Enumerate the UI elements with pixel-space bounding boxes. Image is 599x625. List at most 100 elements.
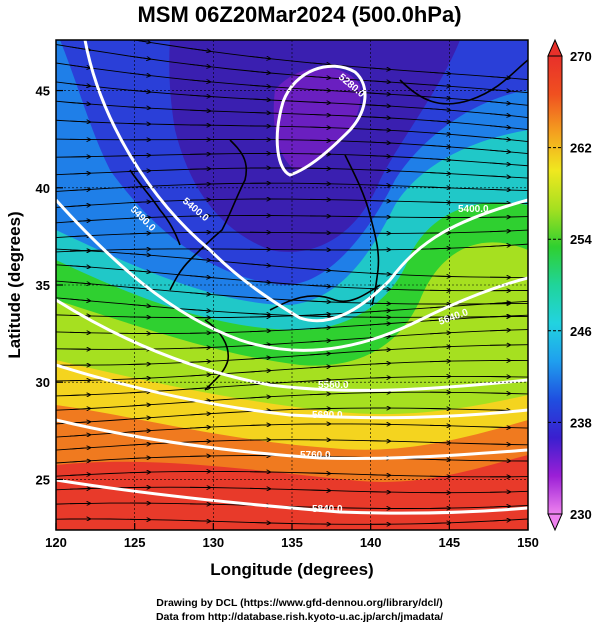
wind-arrow	[69, 250, 90, 251]
wind-arrow	[249, 99, 270, 100]
wind-arrow	[489, 176, 510, 177]
x-tick-label: 145	[438, 535, 460, 550]
wind-arrow	[429, 97, 450, 98]
wind-arrow	[489, 245, 510, 246]
wind-arrow	[189, 276, 210, 278]
wind-arrow	[129, 107, 150, 108]
wind-arrow	[429, 121, 450, 123]
wind-arrow	[249, 397, 270, 398]
wind-arrow	[429, 72, 450, 73]
wind-arrow	[189, 293, 210, 295]
contour-label: 5580.0	[318, 380, 349, 391]
contour-label: 5400.0	[458, 204, 489, 215]
wind-arrow	[429, 85, 450, 86]
wind-arrow	[129, 444, 150, 445]
wind-arrow	[489, 330, 510, 331]
wind-arrow	[369, 323, 390, 324]
wind-arrow	[249, 85, 270, 86]
wind-arrow	[129, 472, 150, 473]
wind-arrow	[189, 110, 210, 111]
wind-arrow	[489, 138, 510, 140]
wind-arrow	[69, 435, 90, 436]
wind-arrow	[309, 473, 330, 474]
wind-arrow	[309, 127, 330, 128]
x-tick-label: 140	[360, 535, 382, 550]
wind-arrow	[189, 259, 210, 261]
wind-arrow	[489, 163, 510, 164]
wind-arrow	[369, 475, 390, 476]
x-axis-label: Longitude (degrees)	[210, 560, 373, 579]
wind-arrow	[309, 114, 330, 115]
wind-arrow	[369, 81, 390, 82]
wind-arrow	[429, 133, 450, 135]
wind-arrow	[429, 361, 450, 362]
wind-arrow	[129, 254, 150, 256]
wind-arrow	[189, 169, 210, 170]
wind-vectors	[56, 40, 528, 540]
wind-arrow	[129, 186, 150, 187]
wind-arrow	[69, 489, 90, 490]
wind-arrow	[129, 458, 150, 459]
wind-arrow	[369, 185, 390, 186]
wind-arrow	[489, 126, 510, 128]
wind-arrow	[131, 40, 150, 42]
colorbar-tick-label: 262	[570, 141, 592, 156]
wind-arrow	[189, 80, 210, 82]
wind-arrow	[369, 350, 390, 351]
wind-arrow	[369, 377, 390, 378]
wind-arrow	[189, 63, 210, 66]
wind-arrow	[309, 380, 330, 381]
wind-arrow	[489, 410, 510, 411]
wind-arrow	[189, 48, 210, 51]
wind-arrow	[429, 333, 450, 334]
wind-arrow	[489, 316, 510, 317]
wind-arrow	[249, 371, 270, 372]
wind-arrow	[189, 184, 210, 185]
wind-arrow	[309, 76, 330, 78]
wind-arrow	[369, 363, 390, 364]
wind-arrow	[69, 409, 90, 410]
wind-arrow	[309, 353, 330, 354]
wind-arrow	[189, 441, 210, 442]
y-tick-label: 45	[36, 84, 50, 99]
wind-arrow	[69, 220, 90, 221]
wind-arrow	[129, 202, 150, 203]
colorbar-max-arrow	[547, 38, 563, 57]
wind-arrow	[69, 395, 90, 396]
y-tick-label: 35	[36, 278, 50, 293]
credit-drawing: Drawing by DCL (https://www.gfd-dennou.o…	[156, 597, 443, 609]
wind-arrow	[429, 145, 450, 146]
wind-arrow	[489, 114, 510, 116]
wind-arrow	[249, 522, 270, 523]
wind-arrow	[309, 367, 330, 368]
wind-arrow	[249, 264, 270, 266]
wind-arrow	[69, 64, 90, 68]
wind-arrow	[429, 442, 450, 443]
wind-arrow	[429, 276, 450, 277]
wind-arrow	[69, 205, 90, 206]
wind-arrow	[189, 361, 210, 362]
wind-arrow	[429, 109, 450, 110]
wind-arrow	[309, 341, 330, 342]
x-tick-label: 150	[517, 535, 539, 550]
wind-arrow	[69, 474, 90, 475]
colorbar-tick-label: 270	[570, 49, 592, 64]
wind-arrow	[429, 319, 450, 320]
wind-arrow	[189, 200, 210, 201]
wind-arrow	[369, 201, 390, 202]
wind-arrow	[249, 313, 270, 314]
wind-arrow	[309, 285, 330, 286]
colorbar-min-arrow	[547, 513, 563, 532]
colorbar-tick-label: 246	[570, 324, 592, 339]
wind-arrow	[69, 299, 90, 301]
wind-arrow	[249, 488, 270, 489]
wind-arrow	[429, 248, 450, 249]
wind-arrow	[309, 269, 330, 271]
wind-arrow	[129, 233, 150, 234]
height-contours	[56, 40, 528, 515]
wind-arrow	[490, 533, 510, 534]
y-tick-label: 25	[36, 472, 50, 487]
wind-arrow	[69, 121, 90, 122]
wind-arrow	[429, 425, 450, 426]
